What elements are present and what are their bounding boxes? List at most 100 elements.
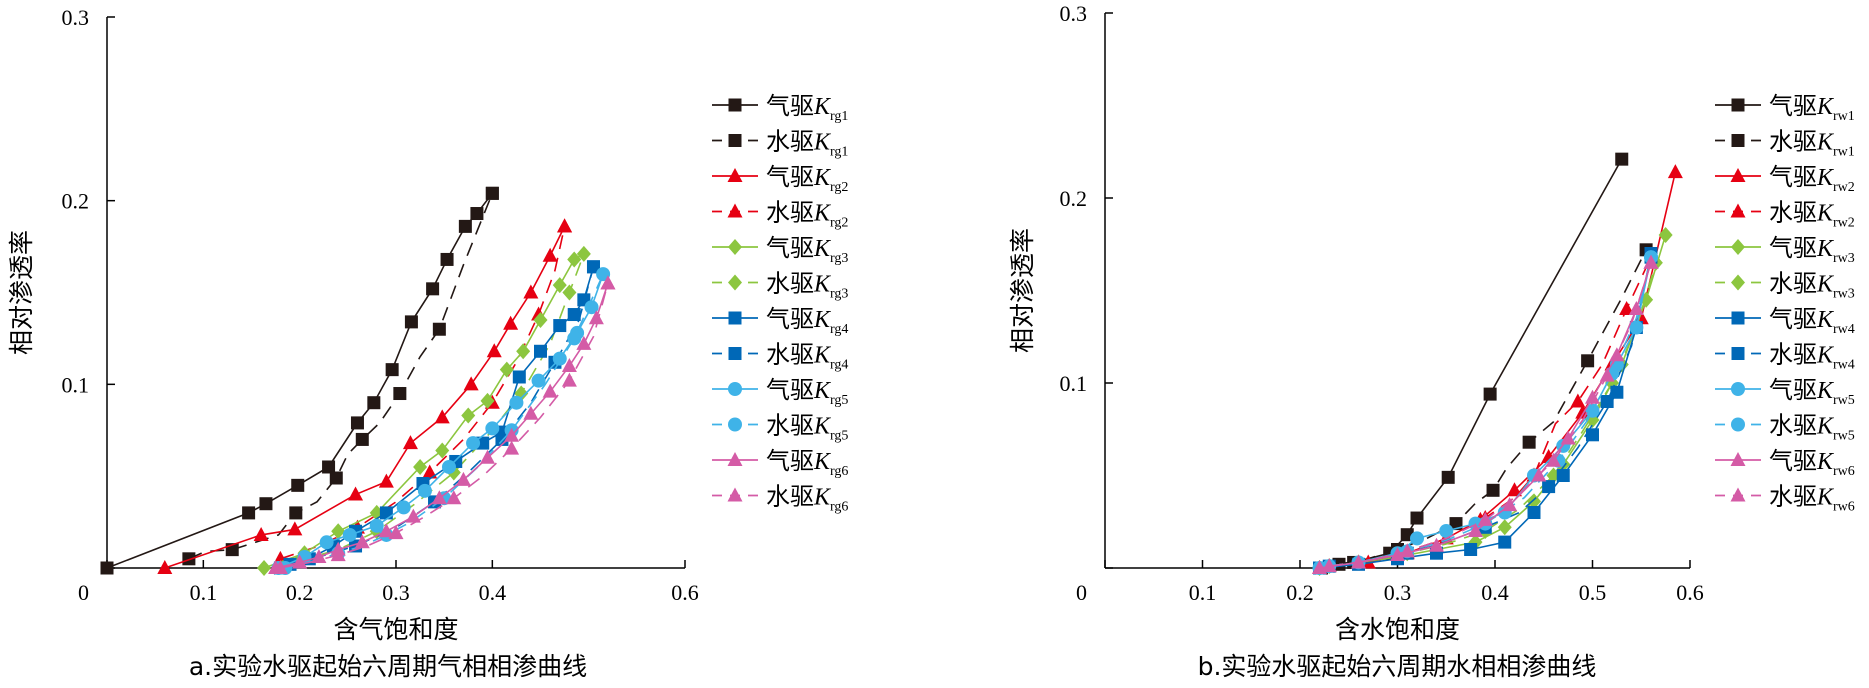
data-point xyxy=(292,554,308,569)
series-气驱-rg3 xyxy=(257,245,591,576)
x-tick-label: 0.2 xyxy=(286,580,314,605)
data-point xyxy=(485,186,499,200)
data-point xyxy=(523,405,539,420)
x-tick-label: 0.4 xyxy=(1481,580,1509,605)
legend-marker xyxy=(1731,239,1745,255)
data-point xyxy=(1497,519,1512,536)
data-point xyxy=(499,361,514,378)
legend-item: 水驱Krw6 xyxy=(1715,483,1855,515)
data-point xyxy=(1486,483,1500,497)
legend-marker xyxy=(1730,487,1746,502)
data-point xyxy=(432,322,446,336)
legend-label: 水驱Krw1 xyxy=(1769,128,1855,160)
data-point xyxy=(1619,301,1635,315)
data-point xyxy=(100,561,114,575)
legend-label: 水驱Krg4 xyxy=(766,341,848,373)
x-tick-label: 0.3 xyxy=(382,580,410,605)
data-point xyxy=(369,518,384,533)
series-line xyxy=(263,253,585,569)
data-point xyxy=(1570,393,1586,408)
data-point xyxy=(523,284,539,299)
data-point xyxy=(1321,558,1337,573)
series-水驱-rg1 xyxy=(182,186,499,566)
data-point xyxy=(393,387,407,401)
data-point xyxy=(503,315,519,330)
legend-item: 水驱Krw1 xyxy=(1715,128,1855,160)
data-point xyxy=(1498,535,1512,549)
data-point xyxy=(257,560,272,576)
legend-marker xyxy=(1730,452,1746,466)
data-point xyxy=(253,526,269,541)
legend-item: 气驱Krw5 xyxy=(1715,376,1855,408)
data-point xyxy=(531,373,546,388)
data-point xyxy=(1585,403,1600,418)
data-point xyxy=(402,435,418,450)
data-point xyxy=(1464,543,1478,556)
data-point xyxy=(355,432,369,446)
data-point xyxy=(588,310,604,325)
legend-marker xyxy=(727,203,743,218)
data-point xyxy=(1410,511,1424,525)
legend-marker xyxy=(728,239,742,255)
data-point xyxy=(461,407,476,424)
data-point xyxy=(455,471,471,486)
legend-item: 气驱Krw1 xyxy=(1715,92,1855,124)
data-point xyxy=(1556,469,1570,482)
data-point xyxy=(584,300,599,315)
data-point xyxy=(1581,354,1595,368)
legend-marker xyxy=(1731,417,1745,432)
data-point xyxy=(1522,435,1536,449)
series-line xyxy=(188,193,494,560)
legend-item: 气驱Krg4 xyxy=(712,305,848,337)
data-point xyxy=(354,534,370,549)
data-point xyxy=(509,395,524,410)
data-point xyxy=(413,458,428,475)
data-point xyxy=(431,490,447,505)
legend-item: 水驱Krw3 xyxy=(1715,270,1855,302)
data-point xyxy=(1575,404,1591,419)
data-point xyxy=(1667,164,1683,179)
legend-label: 气驱Krg1 xyxy=(766,92,848,124)
data-point xyxy=(466,436,481,451)
data-point xyxy=(242,506,256,520)
data-point xyxy=(553,319,567,333)
data-point xyxy=(504,427,520,442)
data-point xyxy=(458,219,472,233)
series-line xyxy=(1329,257,1652,567)
data-point xyxy=(567,251,582,268)
data-point xyxy=(1546,452,1561,467)
legend-marker xyxy=(1731,311,1745,325)
y-axis-label: 相对渗透率 xyxy=(1008,228,1037,353)
x-tick-label: 0.1 xyxy=(190,580,218,605)
legend-item: 水驱Krg6 xyxy=(712,483,848,515)
legend-label: 气驱Krw4 xyxy=(1769,305,1855,337)
series-气驱-rw2 xyxy=(1312,164,1683,574)
data-point xyxy=(259,497,273,511)
legend-marker xyxy=(728,311,742,325)
data-point xyxy=(426,282,440,296)
y-tick-label: 0 xyxy=(78,580,89,605)
data-point xyxy=(434,409,450,424)
legend-label: 气驱Krw5 xyxy=(1769,376,1855,408)
legend-label: 水驱Krw6 xyxy=(1769,483,1855,515)
data-point xyxy=(404,315,418,329)
legend-label: 水驱Krw5 xyxy=(1769,412,1855,444)
series-气驱-rg1 xyxy=(100,186,499,575)
x-tick-label: 0.5 xyxy=(1579,580,1607,605)
legend-label: 水驱Krg6 xyxy=(766,483,848,515)
series-line xyxy=(1329,262,1657,567)
x-tick-label: 0.2 xyxy=(1286,580,1314,605)
x-tick-label: 0.1 xyxy=(1189,580,1217,605)
data-point xyxy=(1410,531,1424,546)
x-tick-label: 0.4 xyxy=(479,580,507,605)
data-point xyxy=(417,483,432,498)
y-tick-label: 0.1 xyxy=(1060,371,1088,396)
legend-marker xyxy=(1731,98,1745,112)
x-tick-label: 0.6 xyxy=(1676,580,1704,605)
data-point xyxy=(476,436,490,450)
legend-marker xyxy=(727,168,743,182)
data-point xyxy=(378,523,394,538)
data-point xyxy=(1629,320,1644,335)
data-point xyxy=(567,331,582,346)
data-point xyxy=(561,372,577,387)
